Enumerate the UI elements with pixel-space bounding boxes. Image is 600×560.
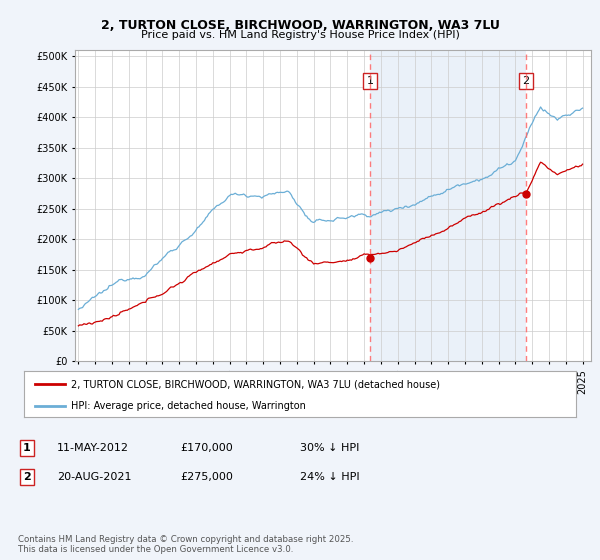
Text: £275,000: £275,000 bbox=[180, 472, 233, 482]
Text: Price paid vs. HM Land Registry's House Price Index (HPI): Price paid vs. HM Land Registry's House … bbox=[140, 30, 460, 40]
Text: Contains HM Land Registry data © Crown copyright and database right 2025.
This d: Contains HM Land Registry data © Crown c… bbox=[18, 535, 353, 554]
Text: 1: 1 bbox=[23, 443, 31, 453]
Text: 2, TURTON CLOSE, BIRCHWOOD, WARRINGTON, WA3 7LU: 2, TURTON CLOSE, BIRCHWOOD, WARRINGTON, … bbox=[101, 18, 499, 32]
Text: 2: 2 bbox=[23, 472, 31, 482]
Text: 2: 2 bbox=[523, 76, 530, 86]
Text: HPI: Average price, detached house, Warrington: HPI: Average price, detached house, Warr… bbox=[71, 401, 306, 410]
Text: 20-AUG-2021: 20-AUG-2021 bbox=[57, 472, 131, 482]
Text: 11-MAY-2012: 11-MAY-2012 bbox=[57, 443, 129, 453]
Text: 24% ↓ HPI: 24% ↓ HPI bbox=[300, 472, 359, 482]
Text: 1: 1 bbox=[367, 76, 374, 86]
Text: 30% ↓ HPI: 30% ↓ HPI bbox=[300, 443, 359, 453]
Text: 2, TURTON CLOSE, BIRCHWOOD, WARRINGTON, WA3 7LU (detached house): 2, TURTON CLOSE, BIRCHWOOD, WARRINGTON, … bbox=[71, 379, 440, 389]
Text: £170,000: £170,000 bbox=[180, 443, 233, 453]
Bar bbox=[370, 50, 526, 361]
